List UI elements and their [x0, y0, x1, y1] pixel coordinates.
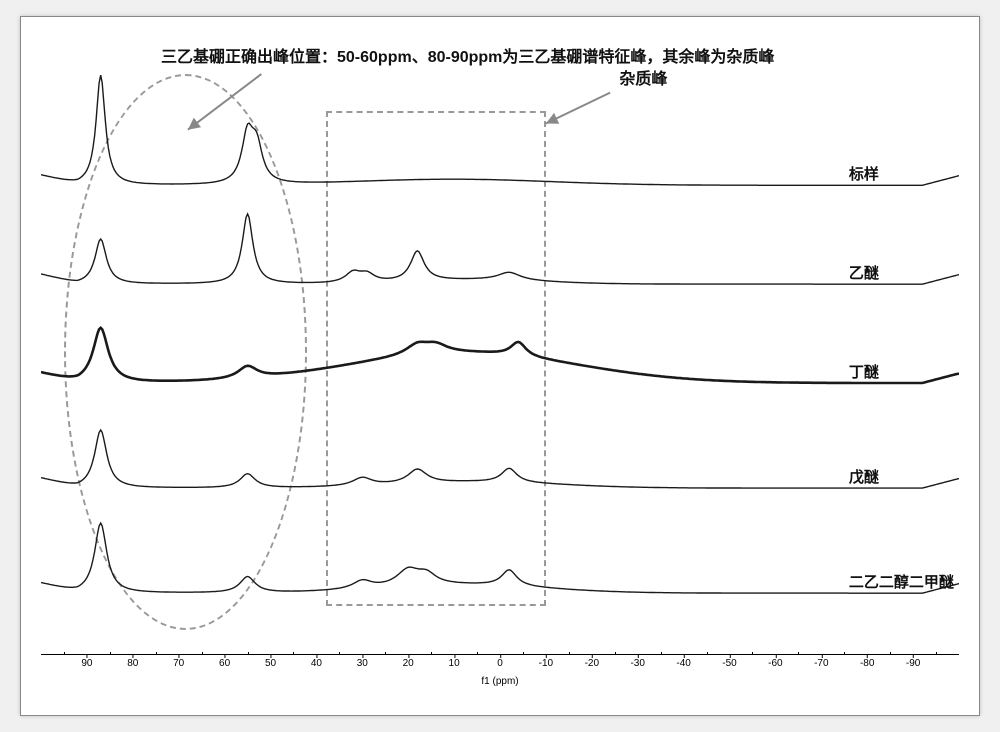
series-label: 丁醚 — [849, 361, 879, 382]
x-tick: -40 — [676, 658, 690, 669]
spectrum-trace — [41, 523, 959, 593]
x-tick: -20 — [585, 658, 599, 669]
spectra-svg — [41, 37, 959, 655]
x-axis-label: f1 (ppm) — [481, 676, 518, 687]
series-label: 二乙二醇二甲醚 — [849, 571, 954, 592]
spectrum-trace — [41, 430, 959, 488]
x-tick: -90 — [906, 658, 920, 669]
x-tick: -80 — [860, 658, 874, 669]
spectrum-trace — [41, 328, 959, 383]
x-tick: 90 — [81, 658, 92, 669]
x-tick: -60 — [768, 658, 782, 669]
x-tick: -10 — [539, 658, 553, 669]
x-tick: 0 — [497, 658, 503, 669]
series-label: 乙醚 — [849, 262, 879, 283]
x-tick: 80 — [127, 658, 138, 669]
spectrum-trace — [41, 214, 959, 284]
spectrum-trace — [41, 75, 959, 185]
x-tick: 20 — [403, 658, 414, 669]
x-tick: 40 — [311, 658, 322, 669]
x-tick: 30 — [357, 658, 368, 669]
series-label: 标样 — [849, 163, 879, 184]
x-tick: -70 — [814, 658, 828, 669]
x-tick: 50 — [265, 658, 276, 669]
plot-area: 三乙基硼正确出峰位置：50-60ppm、80-90ppm为三乙基硼谱特征峰，其余… — [41, 37, 959, 655]
nmr-figure: 三乙基硼正确出峰位置：50-60ppm、80-90ppm为三乙基硼谱特征峰，其余… — [20, 16, 980, 716]
x-tick: 10 — [449, 658, 460, 669]
x-tick: 70 — [173, 658, 184, 669]
x-tick: -50 — [722, 658, 736, 669]
series-label: 戊醚 — [849, 466, 879, 487]
x-tick: -30 — [630, 658, 644, 669]
x-tick: 60 — [219, 658, 230, 669]
